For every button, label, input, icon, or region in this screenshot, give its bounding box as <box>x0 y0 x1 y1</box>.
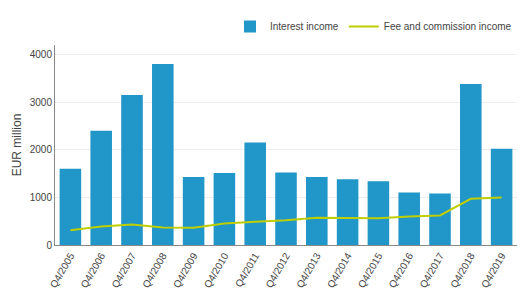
svg-text:Q4/2008: Q4/2008 <box>140 251 169 290</box>
svg-text:Q4/2018: Q4/2018 <box>448 251 477 290</box>
svg-text:EUR million: EUR million <box>10 114 24 177</box>
svg-text:Q4/2007: Q4/2007 <box>109 251 138 290</box>
svg-text:1000: 1000 <box>30 192 53 203</box>
svg-text:Q4/2011: Q4/2011 <box>233 251 262 289</box>
svg-text:Q4/2010: Q4/2010 <box>202 251 231 290</box>
svg-text:4000: 4000 <box>30 49 53 60</box>
svg-text:2000: 2000 <box>30 144 53 155</box>
svg-text:Q4/2015: Q4/2015 <box>356 251 385 290</box>
svg-text:Q4/2017: Q4/2017 <box>417 251 446 290</box>
svg-text:Q4/2019: Q4/2019 <box>479 251 508 290</box>
svg-text:Q4/2013: Q4/2013 <box>294 251 323 290</box>
svg-text:Q4/2014: Q4/2014 <box>325 251 354 290</box>
svg-text:Q4/2005: Q4/2005 <box>48 251 77 290</box>
svg-text:Q4/2009: Q4/2009 <box>171 251 200 290</box>
svg-text:3000: 3000 <box>30 97 53 108</box>
svg-text:Q4/2016: Q4/2016 <box>387 251 416 290</box>
svg-text:0: 0 <box>46 240 52 251</box>
svg-text:Q4/2006: Q4/2006 <box>79 251 108 290</box>
svg-text:Interest income: Interest income <box>270 21 339 32</box>
svg-text:Fee and commission income: Fee and commission income <box>384 21 512 32</box>
svg-text:Q4/2012: Q4/2012 <box>263 251 292 290</box>
